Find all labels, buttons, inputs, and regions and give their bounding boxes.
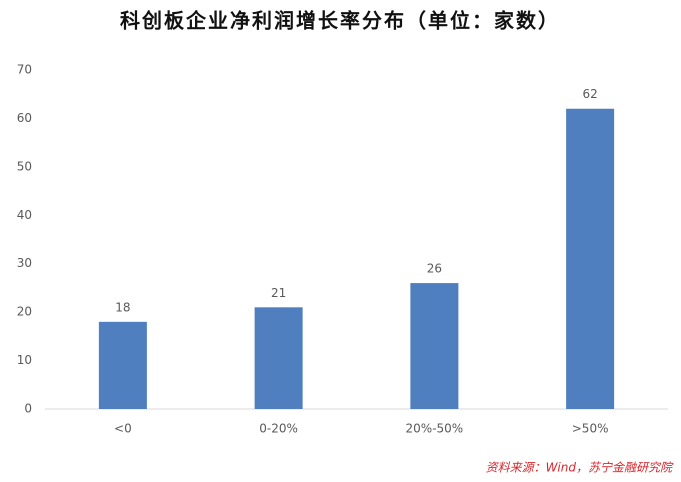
x-tick-label: <0: [114, 422, 132, 436]
source-note: 资料来源：Wind，苏宁金融研究院: [486, 461, 674, 475]
bar: [98, 321, 147, 409]
y-tick-label: 10: [17, 353, 32, 367]
y-tick-label: 30: [17, 256, 32, 270]
y-tick-label: 40: [17, 208, 32, 222]
data-label: 62: [582, 87, 597, 101]
data-label: 26: [427, 262, 442, 276]
data-label: 18: [115, 300, 130, 314]
y-tick-label: 70: [17, 63, 32, 77]
y-tick-label: 20: [17, 305, 32, 319]
x-tick-label: 20%-50%: [406, 422, 464, 436]
y-tick-label: 0: [24, 402, 32, 416]
x-tick-label: >50%: [572, 422, 609, 436]
x-tick-label: 0-20%: [259, 422, 298, 436]
bar: [566, 108, 615, 409]
bar: [410, 283, 459, 409]
y-tick-label: 50: [17, 159, 32, 173]
y-tick-label: 60: [17, 111, 32, 125]
chart-title: 科创板企业净利润增长率分布（单位：家数）: [120, 9, 560, 33]
bar: [254, 307, 303, 409]
data-label: 21: [271, 286, 286, 300]
